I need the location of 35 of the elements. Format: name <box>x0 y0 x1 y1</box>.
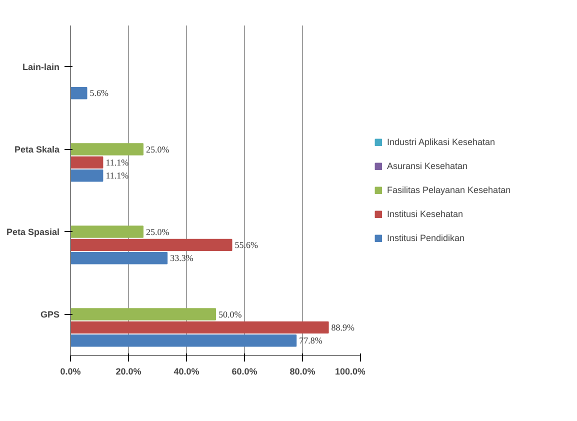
x-tick-label: 20.0% <box>116 366 142 376</box>
bar <box>70 334 297 347</box>
data-label: 77.8% <box>299 336 323 346</box>
x-tick-label: 60.0% <box>232 366 258 376</box>
bar <box>70 252 168 264</box>
data-label: 55.6% <box>234 240 258 250</box>
legend-label: Institusi Kesehatan <box>387 209 464 219</box>
x-tick-label: 0.0% <box>60 366 81 376</box>
bar <box>70 321 329 334</box>
bar <box>70 238 232 252</box>
x-tick-label: 80.0% <box>290 366 316 376</box>
y-tick-label: GPS <box>40 309 60 320</box>
legend-label: Asuransi Kesehatan <box>387 161 468 171</box>
y-tick-label: Peta Skala <box>14 144 60 154</box>
bar <box>70 87 88 100</box>
bar <box>70 308 216 320</box>
data-label: 50.0% <box>218 309 242 320</box>
legend-label: Industri Aplikasi Kesehatan <box>387 137 496 147</box>
legend-label: Institusi Pendidikan <box>387 233 465 243</box>
data-label: 33.3% <box>170 253 194 264</box>
x-tick-label: 100.0% <box>334 366 366 376</box>
x-tick-label: 40.0% <box>174 366 200 376</box>
y-tick-label: Lain-lain <box>22 62 60 72</box>
y-tick-label: Peta Spasial <box>6 226 60 237</box>
data-label: 5.6% <box>90 88 109 98</box>
bar <box>70 143 144 156</box>
bar <box>70 226 144 238</box>
data-label: 11.1% <box>106 170 130 181</box>
data-label: 25.0% <box>146 226 170 237</box>
legend-label: Fasilitas Pelayanan Kesehatan <box>387 185 511 195</box>
bar <box>70 170 104 182</box>
data-label: 88.9% <box>331 322 356 332</box>
bar <box>70 156 104 169</box>
data-label: 25.0% <box>146 144 170 154</box>
data-label: 11.1% <box>106 157 130 168</box>
